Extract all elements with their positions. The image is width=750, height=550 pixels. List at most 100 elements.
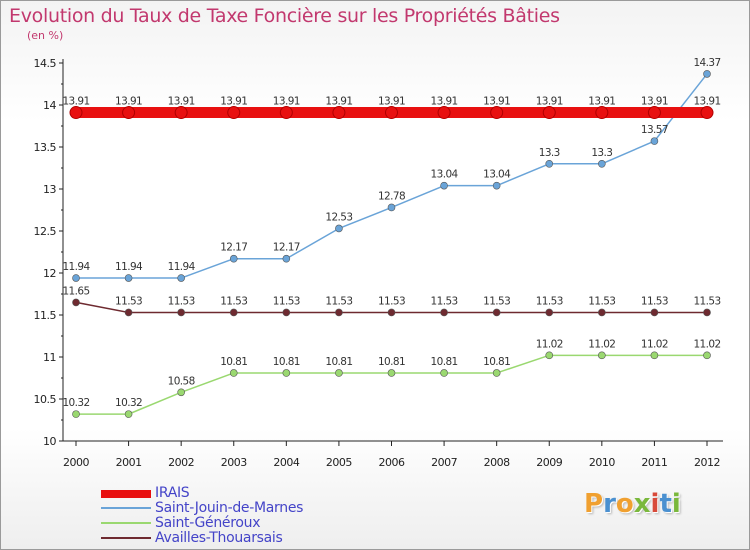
data-point-irais xyxy=(227,106,241,120)
y-tick-label: 10 xyxy=(43,435,56,448)
legend-label-availles-thouarsais: Availles-Thouarsais xyxy=(155,530,283,546)
data-point-irais xyxy=(647,106,661,120)
data-point-availles-thouarsais xyxy=(650,308,659,317)
data-label-irais: 13.91 xyxy=(62,96,89,108)
x-tick-label: 2006 xyxy=(379,456,405,469)
data-point-irais xyxy=(595,106,609,120)
data-point-availles-thouarsais xyxy=(598,308,606,317)
data-point-irais xyxy=(279,106,293,120)
data-point-saint-jouin-de-marnes xyxy=(177,274,185,282)
data-point-saint-jouin-de-marnes xyxy=(229,254,238,263)
data-label-saint-generoux: 11.02 xyxy=(588,338,615,350)
data-label-saint-generoux: 10.81 xyxy=(273,356,300,368)
data-label-saint-jouin-de-marnes: 11.94 xyxy=(168,261,196,273)
data-label-saint-generoux: 10.81 xyxy=(378,356,405,368)
data-point-saint-jouin-de-marnes xyxy=(387,203,396,212)
data-label-availles-thouarsais: 11.53 xyxy=(536,295,563,307)
data-label-availles-thouarsais: 11.53 xyxy=(325,295,352,307)
y-tick-label: 13 xyxy=(43,183,56,196)
data-label-saint-jouin-de-marnes: 13.3 xyxy=(539,147,560,159)
data-label-availles-thouarsais: 11.53 xyxy=(220,295,247,307)
y-tick-label: 13.5 xyxy=(34,141,57,154)
legend-label-irais: IRAIS xyxy=(155,485,190,501)
data-point-availles-thouarsais xyxy=(545,308,554,317)
data-point-saint-jouin-de-marnes xyxy=(124,274,133,282)
data-point-availles-thouarsais xyxy=(229,308,238,317)
data-point-saint-jouin-de-marnes xyxy=(598,160,606,168)
x-tick-label: 2010 xyxy=(589,456,615,469)
x-tick-label: 2009 xyxy=(536,456,562,469)
data-point-irais xyxy=(122,106,136,120)
data-point-saint-generoux xyxy=(440,369,448,377)
data-label-irais: 13.91 xyxy=(220,96,247,108)
data-label-irais: 13.91 xyxy=(641,96,668,108)
data-label-saint-generoux: 10.32 xyxy=(62,397,89,409)
data-point-saint-jouin-de-marnes xyxy=(492,181,501,190)
data-point-availles-thouarsais xyxy=(177,308,185,317)
logo-letter: r xyxy=(603,489,616,519)
data-label-availles-thouarsais: 11.53 xyxy=(378,295,405,307)
data-point-irais xyxy=(490,106,504,120)
data-label-saint-jouin-de-marnes: 13.57 xyxy=(641,124,668,136)
logo-letter: x xyxy=(633,489,651,519)
data-point-saint-jouin-de-marnes xyxy=(335,224,343,233)
data-label-irais: 13.91 xyxy=(325,96,352,108)
data-label-availles-thouarsais: 11.53 xyxy=(483,295,510,307)
data-point-availles-thouarsais xyxy=(124,308,133,317)
data-point-saint-generoux xyxy=(650,351,659,360)
x-tick-label: 2003 xyxy=(221,456,247,469)
data-label-saint-generoux: 10.81 xyxy=(431,356,458,368)
data-label-saint-generoux: 10.58 xyxy=(168,375,195,387)
data-label-availles-thouarsais: 11.53 xyxy=(588,295,615,307)
x-tick-label: 2012 xyxy=(694,456,720,469)
data-label-irais: 13.91 xyxy=(693,96,720,108)
y-tick-label: 14.5 xyxy=(34,57,57,70)
data-point-availles-thouarsais xyxy=(282,308,291,317)
data-label-saint-generoux: 10.81 xyxy=(483,356,510,368)
data-point-irais xyxy=(385,106,398,120)
data-point-saint-generoux xyxy=(229,369,238,377)
data-label-saint-jouin-de-marnes: 11.94 xyxy=(62,261,90,273)
x-tick-label: 2005 xyxy=(326,456,352,469)
data-label-irais: 13.91 xyxy=(115,96,142,108)
data-label-saint-generoux: 11.02 xyxy=(641,338,668,350)
logo-letter: P xyxy=(584,489,604,519)
data-label-availles-thouarsais: 11.53 xyxy=(431,295,458,307)
data-label-saint-generoux: 10.32 xyxy=(115,397,142,409)
data-label-saint-jouin-de-marnes: 12.17 xyxy=(220,242,247,254)
data-point-saint-generoux xyxy=(282,369,291,377)
logo-letter: i xyxy=(671,489,681,519)
data-point-saint-generoux xyxy=(335,369,343,377)
data-point-saint-jouin-de-marnes xyxy=(545,160,554,168)
data-label-saint-generoux: 11.02 xyxy=(693,338,720,350)
data-label-availles-thouarsais: 11.53 xyxy=(693,295,720,307)
data-point-saint-generoux xyxy=(545,351,554,360)
data-point-irais xyxy=(700,106,714,120)
legend-swatch-irais xyxy=(101,490,151,498)
data-point-availles-thouarsais xyxy=(492,308,501,317)
legend-label-saint-generoux: Saint-Généroux xyxy=(155,515,261,531)
data-label-irais: 13.91 xyxy=(588,96,615,108)
y-tick-label: 12.5 xyxy=(34,225,57,238)
data-label-irais: 13.91 xyxy=(536,96,563,108)
data-label-irais: 13.91 xyxy=(378,96,405,108)
data-label-saint-generoux: 10.81 xyxy=(325,356,352,368)
data-point-availles-thouarsais xyxy=(387,308,396,317)
data-label-irais: 13.91 xyxy=(168,96,195,108)
data-label-availles-thouarsais: 11.53 xyxy=(641,295,668,307)
logo-letter: o xyxy=(615,489,634,519)
data-point-irais xyxy=(542,106,556,120)
data-point-saint-jouin-de-marnes xyxy=(282,254,291,263)
data-label-availles-thouarsais: 11.53 xyxy=(273,295,300,307)
data-point-availles-thouarsais xyxy=(335,308,343,317)
legend-label-saint-jouin-de-marnes: Saint-Jouin-de-Marnes xyxy=(155,500,304,516)
data-label-saint-jouin-de-marnes: 13.04 xyxy=(483,169,511,181)
data-label-saint-jouin-de-marnes: 11.94 xyxy=(115,261,143,273)
x-tick-label: 2002 xyxy=(168,456,194,469)
x-tick-label: 2000 xyxy=(63,456,89,469)
data-point-availles-thouarsais xyxy=(72,298,80,307)
data-label-saint-jouin-de-marnes: 13.04 xyxy=(431,169,459,181)
data-point-saint-generoux xyxy=(703,351,711,360)
data-label-saint-jouin-de-marnes: 13.3 xyxy=(591,147,612,159)
